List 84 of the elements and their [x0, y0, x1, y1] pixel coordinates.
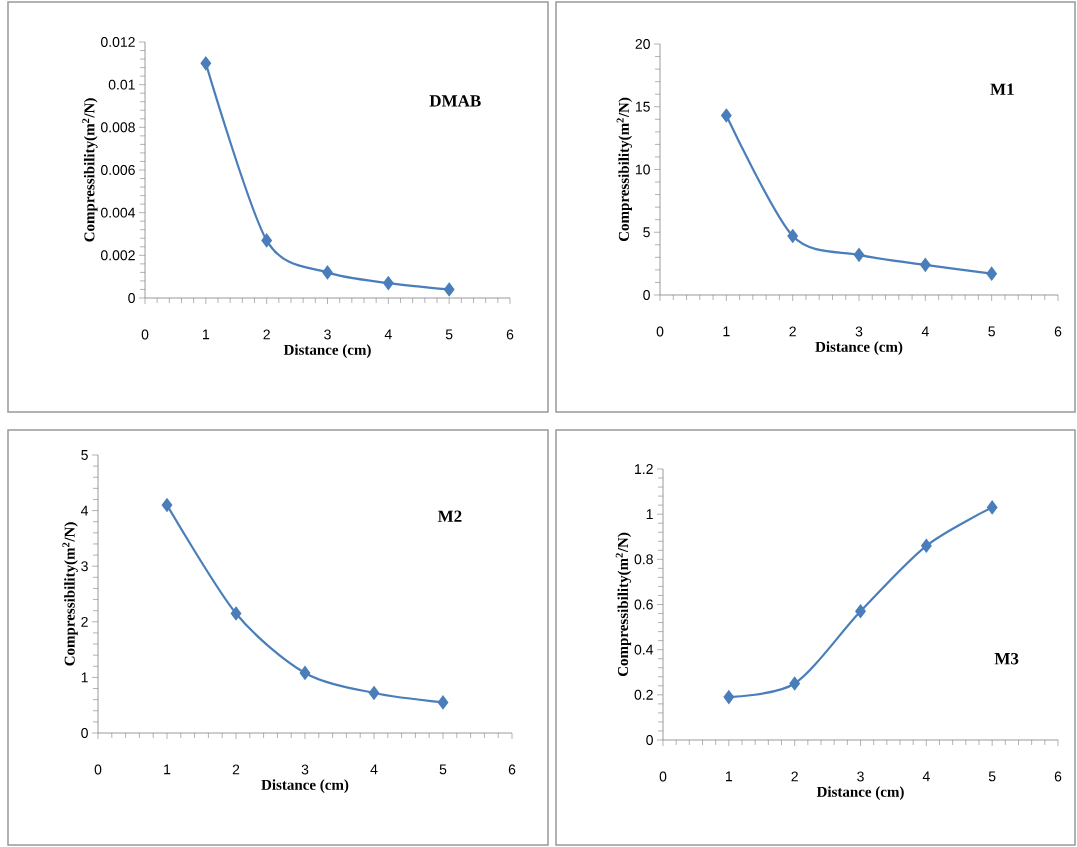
y-tick-label: 20: [635, 39, 650, 49]
x-tick-label: 3: [324, 329, 331, 340]
point: [920, 258, 931, 272]
y-tick-label: 0.8: [634, 554, 653, 565]
point: [986, 500, 998, 514]
x-tick-label: 5: [445, 329, 453, 340]
y-tick-label: 0.004: [100, 207, 136, 218]
y-tick-label: 1: [81, 672, 88, 683]
text: M2: [437, 510, 462, 522]
point: [437, 695, 449, 710]
x-tick-label: 3: [301, 764, 309, 775]
x-tick-label: 2: [232, 764, 240, 775]
point: [230, 606, 242, 621]
x-tick-label: 2: [791, 771, 798, 782]
y-tick-label: 5: [81, 450, 88, 460]
point: [161, 498, 173, 512]
x-tick-label: 6: [508, 764, 516, 775]
y-tick-label: 0.01: [108, 79, 135, 90]
y-tick-label: 0.006: [100, 165, 135, 175]
y-tick-label: 15: [635, 101, 650, 112]
y-tick-label: 2: [81, 616, 88, 627]
x-tick-label: 5: [988, 326, 995, 337]
y-tick-label: 0: [646, 735, 653, 745]
y-tick-label: 5: [643, 227, 650, 238]
y-tick-label: 0.2: [634, 689, 653, 700]
x-axis-title: Distance (cm): [816, 786, 904, 800]
x-axis-title: Distance (cm): [815, 341, 903, 355]
x-tick-label: 1: [164, 764, 171, 775]
y-tick-label: 1: [646, 509, 653, 519]
y-tick-label: 1.2: [635, 464, 653, 474]
x-tick-label: 5: [439, 764, 447, 775]
x-tick-label: 4: [384, 329, 392, 340]
y-axis-title: Compressibility(m$^{2}$/N): [616, 97, 633, 242]
y-tick-label: 0.008: [100, 122, 135, 133]
text: M3: [994, 652, 1019, 665]
x-tick-label: 2: [263, 329, 270, 340]
text: M1: [990, 83, 1014, 95]
x-tick-label: 4: [370, 764, 378, 775]
x-axis-title: Distance (cm): [261, 779, 349, 793]
x-tick-label: 6: [1054, 326, 1062, 337]
y-tick-label: 3: [81, 561, 88, 572]
x-tick-label: 6: [506, 329, 514, 340]
x-tick-label: 0: [141, 329, 149, 340]
point: [200, 56, 212, 70]
point: [368, 686, 380, 700]
x-tick-label: 0: [656, 326, 664, 337]
y-axis-title: Compressibility(m$^{2}$/N): [62, 522, 78, 666]
y-tick-label: 4: [81, 505, 89, 516]
x-tick-label: 1: [726, 771, 733, 782]
y-axis-title: Compressibility(m$^{2}$/N): [82, 98, 98, 242]
y-tick-label: 10: [635, 164, 650, 175]
y-axis-title: Compressibility(m$^{2}$/N): [615, 532, 632, 677]
y-tick-label: 0: [81, 728, 88, 738]
x-tick-label: 4: [922, 771, 930, 782]
point: [383, 276, 394, 290]
text: DMAB: [429, 95, 481, 107]
x-tick-label: 6: [1054, 771, 1062, 782]
point: [921, 539, 932, 553]
y-tick-label: 0.002: [100, 250, 135, 261]
point: [261, 233, 272, 247]
x-tick-label: 0: [659, 771, 667, 782]
y-tick-label: 0.4: [634, 644, 654, 655]
x-tick-label: 5: [988, 771, 996, 782]
x-tick-label: 3: [855, 326, 863, 337]
point: [789, 676, 800, 691]
x-tick-label: 1: [723, 326, 730, 337]
point: [443, 282, 455, 297]
x-tick-label: 3: [857, 771, 864, 782]
point: [721, 108, 732, 123]
y-tick-label: 0.6: [634, 599, 653, 610]
y-tick-label: 0.012: [100, 37, 135, 47]
point: [986, 267, 997, 281]
x-tick-label: 4: [921, 326, 929, 337]
point: [322, 265, 333, 279]
x-tick-label: 1: [203, 329, 210, 340]
point: [723, 690, 735, 704]
point: [787, 229, 798, 243]
point: [853, 248, 865, 262]
y-tick-label: 0: [643, 290, 650, 300]
x-axis-title: Distance (cm): [283, 344, 371, 358]
x-tick-label: 2: [789, 326, 796, 337]
y-tick-label: 0: [128, 293, 135, 303]
point: [855, 604, 866, 618]
point: [299, 666, 311, 680]
